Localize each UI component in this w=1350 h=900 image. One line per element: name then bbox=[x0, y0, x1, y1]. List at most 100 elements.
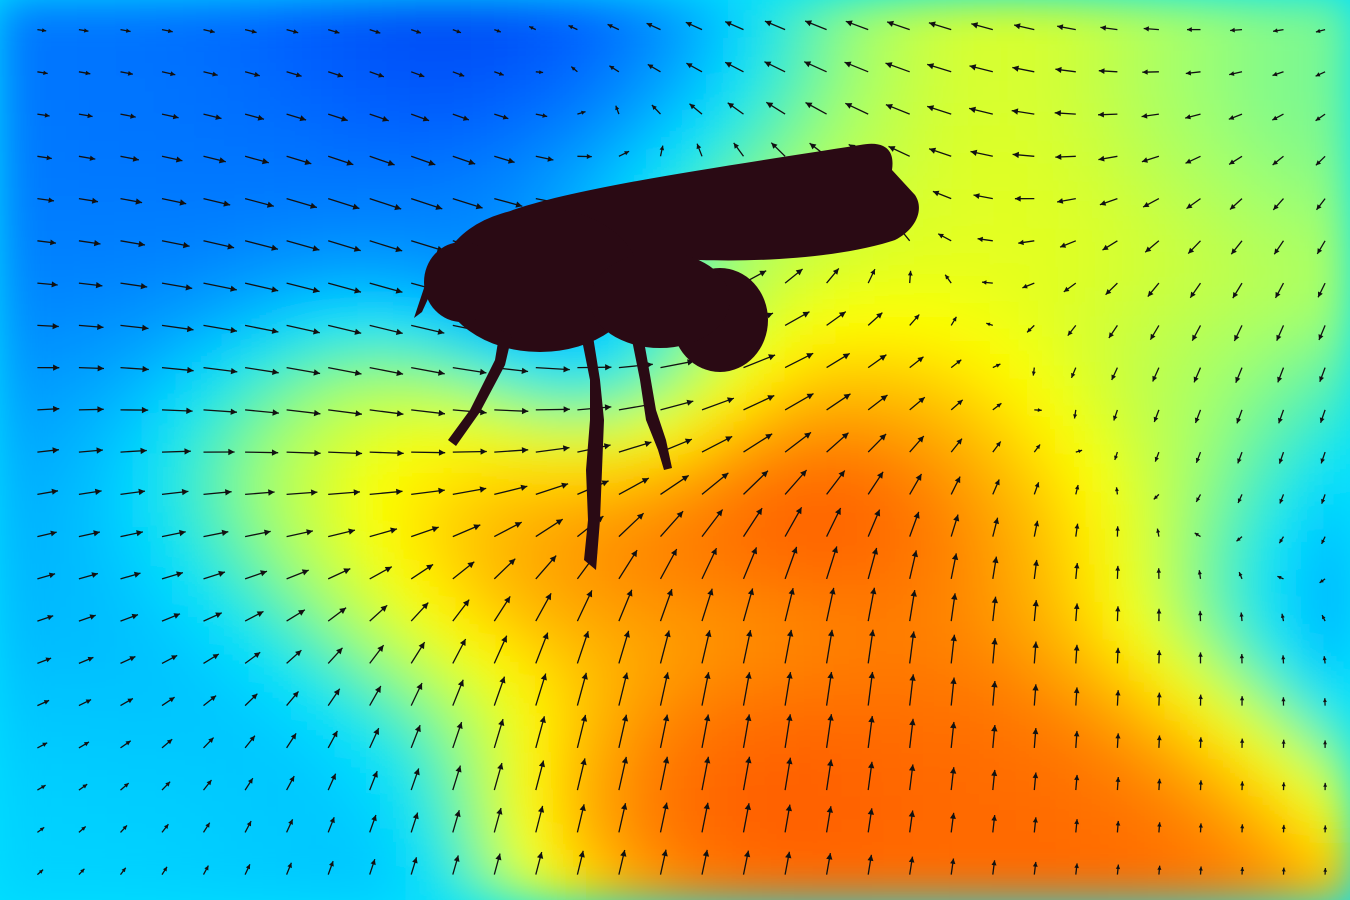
heatmap-cell bbox=[673, 0, 717, 40]
vector-arrow bbox=[1321, 536, 1326, 545]
heatmap-cell bbox=[156, 823, 201, 865]
vector-arrow bbox=[1073, 644, 1080, 664]
heatmap-cell bbox=[77, 673, 122, 715]
vector-arrow bbox=[1236, 409, 1243, 424]
vector-arrow bbox=[369, 527, 398, 538]
heatmap-cell bbox=[156, 335, 201, 377]
vector-arrow bbox=[1033, 559, 1039, 579]
heatmap-cell bbox=[395, 448, 439, 490]
heatmap-cell bbox=[1109, 335, 1154, 377]
vector-arrow bbox=[37, 364, 60, 371]
heatmap-cell bbox=[950, 260, 995, 302]
heatmap-cell bbox=[77, 410, 122, 452]
vector-arrow bbox=[742, 672, 752, 706]
vector-arrow bbox=[659, 672, 670, 706]
heatmap-cell bbox=[1070, 0, 1114, 40]
vector-arrow bbox=[369, 727, 380, 749]
vector-arrow bbox=[1143, 26, 1159, 32]
heatmap-cell bbox=[1268, 523, 1313, 565]
heatmap-cell bbox=[236, 823, 280, 865]
vector-arrow bbox=[568, 24, 578, 31]
vector-arrow bbox=[1278, 536, 1285, 544]
heatmap-cell bbox=[0, 35, 42, 77]
heatmap-cell bbox=[355, 785, 400, 827]
heatmap-cell bbox=[633, 35, 677, 77]
heatmap-cell bbox=[1109, 410, 1154, 452]
vector-arrow bbox=[78, 783, 88, 791]
heatmap-cell bbox=[37, 0, 82, 40]
heatmap-cell bbox=[1189, 748, 1233, 790]
vector-arrow bbox=[286, 240, 320, 252]
vector-arrow bbox=[1272, 155, 1284, 166]
heatmap-cell bbox=[633, 0, 677, 40]
heatmap-cell bbox=[0, 335, 42, 377]
heatmap-cell bbox=[196, 0, 241, 40]
vector-arrow bbox=[867, 268, 876, 284]
vector-arrow bbox=[37, 112, 50, 118]
vector-arrow bbox=[203, 282, 237, 292]
vector-arrow bbox=[1315, 28, 1326, 33]
heatmap-cell bbox=[673, 673, 717, 715]
vector-arrow bbox=[803, 61, 827, 73]
vector-arrow bbox=[120, 113, 136, 119]
heatmap-cell bbox=[1030, 185, 1075, 227]
heatmap-cell bbox=[1189, 410, 1233, 452]
vector-arrow bbox=[1075, 484, 1080, 495]
heatmap-cell bbox=[1030, 748, 1075, 790]
vector-arrow bbox=[784, 352, 814, 369]
heatmap-cell bbox=[1189, 35, 1233, 77]
vector-arrow bbox=[1157, 865, 1162, 875]
heatmap-cell bbox=[0, 485, 42, 527]
vector-arrow bbox=[618, 714, 629, 749]
vector-arrow bbox=[867, 547, 878, 580]
vector-arrow bbox=[1144, 240, 1160, 253]
heatmap-cell bbox=[117, 410, 161, 452]
vector-arrow bbox=[1063, 282, 1077, 293]
vector-arrow bbox=[825, 806, 833, 833]
heatmap-cell bbox=[514, 785, 558, 827]
vector-arrow bbox=[742, 714, 752, 749]
vector-arrow bbox=[867, 854, 874, 875]
vector-arrow bbox=[1157, 822, 1162, 833]
vector-arrow bbox=[950, 316, 957, 326]
heatmap-cell bbox=[871, 373, 916, 415]
heatmap-cell bbox=[673, 560, 717, 602]
heatmap-cell bbox=[633, 485, 677, 527]
heatmap-cell bbox=[712, 748, 757, 790]
vector-arrow bbox=[1281, 867, 1286, 875]
heatmap-cell bbox=[395, 710, 439, 752]
vector-arrow bbox=[78, 323, 104, 330]
vector-arrow bbox=[161, 197, 187, 206]
heatmap-cell bbox=[1189, 223, 1233, 265]
heatmap-cell bbox=[950, 185, 995, 227]
heatmap-cell bbox=[434, 148, 479, 190]
heatmap-cell bbox=[196, 748, 241, 790]
vector-arrow bbox=[576, 714, 588, 749]
heatmap-cell bbox=[0, 148, 42, 190]
vector-arrow bbox=[944, 274, 952, 284]
heatmap-cell bbox=[117, 260, 161, 302]
vector-arrow bbox=[1315, 198, 1326, 211]
vector-arrow bbox=[1198, 652, 1203, 664]
heatmap-cell bbox=[831, 785, 876, 827]
vector-arrow bbox=[37, 826, 45, 833]
heatmap-cell bbox=[196, 560, 241, 602]
heatmap-cell bbox=[1268, 373, 1313, 415]
heatmap-cell bbox=[593, 673, 638, 715]
heatmap-cell bbox=[1308, 635, 1350, 677]
vector-arrow bbox=[120, 740, 132, 749]
heatmap-cell bbox=[37, 373, 82, 415]
heatmap-cell bbox=[275, 448, 320, 490]
vector-arrow bbox=[950, 399, 964, 411]
vector-arrow bbox=[845, 102, 869, 115]
vector-arrow bbox=[1274, 282, 1285, 299]
heatmap-cell bbox=[395, 110, 439, 152]
vector-arrow bbox=[328, 240, 361, 252]
heatmap-cell bbox=[1149, 185, 1194, 227]
heatmap-cell bbox=[0, 298, 42, 340]
heatmap-cell bbox=[474, 635, 519, 677]
heatmap-cell bbox=[1268, 823, 1313, 865]
heatmap-cell bbox=[792, 410, 836, 452]
heatmap-cell bbox=[37, 223, 82, 265]
vector-arrow bbox=[493, 596, 511, 622]
